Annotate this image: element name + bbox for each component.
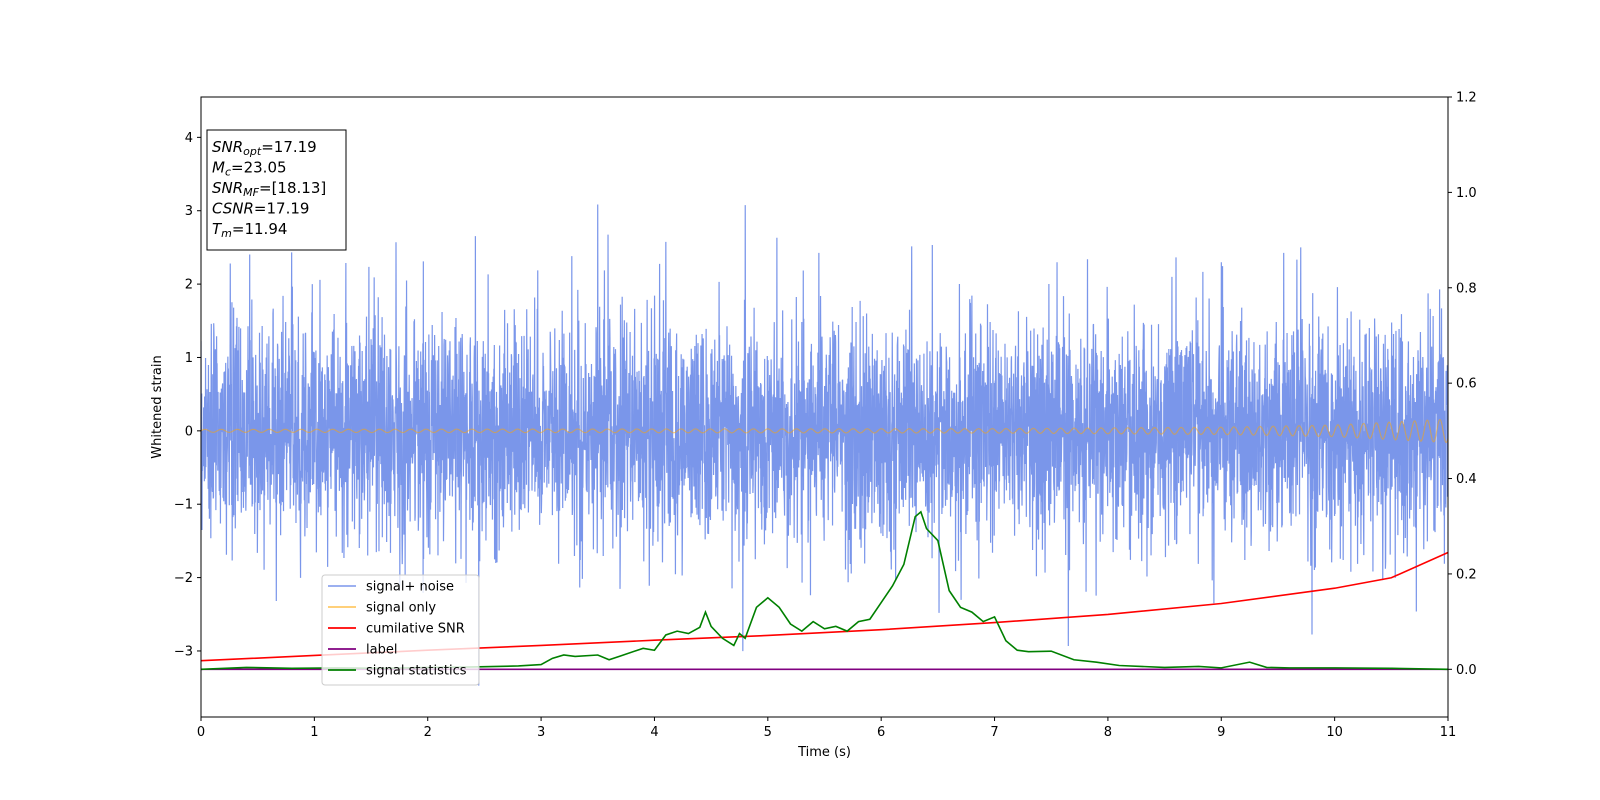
y-tick-label: −3 [174, 644, 193, 659]
annotation-line: SNRMF=[18.13] [212, 179, 326, 199]
legend-label-label: label [366, 643, 397, 658]
x-tick-label: 10 [1326, 725, 1343, 740]
y2-tick-label: 0.4 [1456, 472, 1477, 487]
x-tick-label: 11 [1440, 725, 1457, 740]
legend-label-signal-statistics: signal statistics [366, 664, 467, 679]
legend: signal+ noise signal only cumilative SNR la… [321, 574, 480, 686]
legend-label-signal-noise: signal+ noise [366, 580, 454, 595]
y2-tick-label: 1.0 [1456, 186, 1477, 201]
annotation-line: Mc=23.05 [212, 159, 287, 179]
y-axis-label: Whitened strain [150, 355, 165, 458]
y-tick-label: 3 [185, 204, 193, 219]
x-tick-label: 3 [537, 725, 545, 740]
x-tick-label: 9 [1217, 725, 1225, 740]
x-tick-label: 0 [197, 725, 205, 740]
y-tick-label: −2 [174, 571, 193, 586]
legend-label-cumilative-snr: cumilative SNR [366, 622, 465, 637]
y2-tick-label: 0.8 [1456, 281, 1477, 296]
series-line-signal-statistics [201, 510, 1448, 671]
plot-frame [200, 96, 1449, 718]
annotation-line: Tm=11.94 [212, 220, 287, 240]
y2-tick-label: 0.6 [1456, 377, 1477, 392]
annotation-line: SNRopt=17.19 [212, 138, 317, 158]
y-tick-label: 0 [185, 424, 193, 439]
x-tick-label: 4 [650, 725, 658, 740]
x-tick-label: 2 [424, 725, 432, 740]
x-tick-label: 6 [877, 725, 885, 740]
series-line-signal-only [201, 418, 1448, 444]
annotation-frame [206, 129, 347, 251]
x-tick-label: 7 [990, 725, 998, 740]
x-tick-label: 8 [1104, 725, 1112, 740]
y-tick-label: 2 [185, 278, 193, 293]
x-axis-label: Time (s) [797, 745, 851, 760]
y2-tick-label: 1.2 [1456, 91, 1477, 106]
y-tick-label: 4 [185, 131, 193, 146]
x-tick-label: 1 [310, 725, 318, 740]
ticks-layer: 0 1 2 3 4 5 6 7 8 9 10 11 −3 −2 −1 0 1 2 3 4 0.0 0.2 0.4 0.6 0.8… [174, 91, 1477, 741]
annotation-box: SNRopt=17.19Mc=23.05SNRMF=[18.13]CSNR=17… [206, 129, 347, 251]
legend-label-signal-only: signal only [366, 601, 436, 616]
y2-tick-label: 0.2 [1456, 567, 1477, 582]
annotation-line: CSNR=17.19 [212, 200, 309, 218]
y2-tick-label: 0.0 [1456, 663, 1477, 678]
x-tick-label: 5 [764, 725, 772, 740]
series-line-signal-noise [201, 204, 1448, 686]
y-tick-label: 1 [185, 351, 193, 366]
y-tick-label: −1 [174, 498, 193, 513]
legend-frame [321, 574, 480, 686]
